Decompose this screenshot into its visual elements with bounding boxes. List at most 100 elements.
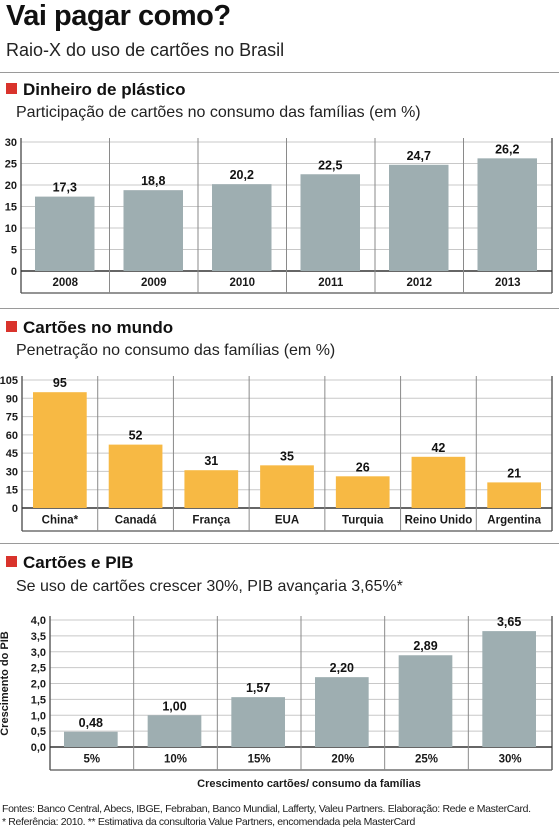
data-label: 95	[53, 376, 67, 390]
bar	[487, 482, 541, 508]
data-label: 22,5	[318, 158, 342, 172]
bar	[123, 190, 183, 271]
data-label: 26	[356, 460, 370, 474]
x-tick-label: 2013	[495, 277, 521, 289]
bar	[260, 465, 314, 508]
x-tick-label: China*	[42, 515, 79, 527]
y-axis-title: Crescimento do PIB	[0, 631, 11, 736]
x-tick-label: 2012	[406, 277, 432, 289]
page-title: Vai pagar como?	[6, 0, 231, 32]
data-label: 52	[129, 429, 143, 443]
chart-cartoes-pib: 0,0 0,5 1,0 1,5 2,0 2,5 3,0 3,5 4,0 0,48 5% 1,00 10%…	[0, 615, 553, 790]
chart-dinheiro-plastico: 0 5 10 15 20 25 30 17,3 2008 18,8 2009 20,2 2010 22,5…	[5, 137, 553, 294]
data-label: 21	[507, 466, 521, 480]
y-tick-label: 10	[5, 223, 17, 235]
y-tick-label: 60	[6, 430, 18, 442]
x-tick-label: 30%	[499, 754, 522, 766]
section-1-title: Dinheiro de plástico	[23, 80, 186, 99]
divider	[0, 72, 559, 73]
data-label: 18,8	[141, 174, 165, 188]
y-tick-label: 0,0	[31, 742, 46, 754]
bar	[398, 655, 453, 747]
y-tick-label: 3,5	[31, 631, 46, 643]
bar	[482, 631, 536, 747]
section-3-subtitle: Se uso de cartões crescer 30%, PIB avanç…	[16, 578, 403, 595]
bar	[300, 174, 360, 271]
x-tick-label: França	[192, 515, 230, 527]
x-tick-label: Turquia	[342, 515, 384, 527]
y-tick-label: 90	[6, 393, 18, 405]
footer-line-2: * Referência: 2010. ** Estimativa da con…	[2, 816, 415, 828]
bar	[184, 470, 239, 508]
bar	[335, 476, 390, 508]
section-marker	[6, 321, 17, 332]
x-tick-label: 2008	[52, 277, 78, 289]
y-tick-label: 45	[6, 448, 18, 460]
section-1-subtitle: Participação de cartões no consumo das f…	[16, 104, 421, 121]
bar	[389, 164, 449, 271]
section-3-title: Cartões e PIB	[23, 553, 134, 572]
bar	[231, 697, 285, 747]
chart-cartoes-mundo: 0 15 30 45 60 75 90 105 95 China* 52 Canadá 31 França…	[0, 375, 553, 532]
y-tick-label: 20	[5, 180, 17, 192]
y-tick-label: 2,0	[31, 679, 46, 691]
x-tick-label: 2010	[229, 277, 255, 289]
x-tick-label: 2009	[141, 277, 167, 289]
bar	[477, 158, 537, 271]
bar	[147, 715, 202, 747]
data-label: 26,2	[495, 142, 519, 156]
section-1-heading: Dinheiro de plástico	[6, 80, 185, 100]
bar	[64, 731, 118, 747]
y-tick-label: 15	[5, 202, 17, 214]
x-tick-label: 15%	[248, 754, 271, 766]
data-label: 17,3	[53, 181, 77, 195]
y-tick-label: 5	[11, 245, 17, 257]
bar	[33, 392, 87, 508]
y-tick-label: 3,0	[31, 647, 46, 659]
x-tick-label: Canadá	[115, 515, 157, 527]
y-tick-label: 75	[6, 412, 18, 424]
page-subtitle: Raio-X do uso de cartões no Brasil	[6, 40, 285, 60]
data-label: 35	[280, 449, 294, 463]
divider	[0, 543, 559, 544]
section-2-title: Cartões no mundo	[23, 318, 174, 337]
x-tick-label: 25%	[415, 754, 438, 766]
section-3-heading: Cartões e PIB	[6, 553, 134, 573]
bar	[411, 456, 466, 508]
footer-line-1: Fontes: Banco Central, Abecs, IBGE, Febr…	[2, 803, 531, 815]
data-label: 2,20	[330, 661, 354, 675]
x-tick-label: Argentina	[487, 515, 541, 527]
y-tick-label: 4,0	[31, 615, 46, 627]
y-tick-label: 105	[0, 375, 18, 387]
bar	[315, 677, 369, 747]
x-tick-label: 5%	[84, 754, 101, 766]
x-axis-title: Crescimento cartões/ consumo da famílias	[197, 778, 421, 790]
section-2-subtitle: Penetração no consumo das famílias (em %…	[16, 342, 336, 359]
data-label: 20,2	[230, 168, 254, 182]
y-tick-label: 0,5	[31, 726, 46, 738]
data-label: 1,00	[162, 699, 186, 713]
divider	[0, 308, 559, 309]
y-tick-label: 30	[5, 137, 17, 149]
y-tick-label: 30	[6, 466, 18, 478]
y-tick-label: 2,5	[31, 663, 46, 675]
data-label: 0,48	[79, 716, 103, 730]
bar	[108, 444, 163, 508]
data-label: 1,57	[246, 681, 270, 695]
x-tick-label: Reino Unido	[405, 515, 473, 527]
x-tick-label: 10%	[164, 754, 187, 766]
bar	[35, 196, 95, 271]
y-tick-label: 0	[11, 266, 17, 278]
section-2-heading: Cartões no mundo	[6, 318, 173, 338]
x-tick-label: 20%	[331, 754, 354, 766]
data-label: 2,89	[413, 639, 437, 653]
section-marker	[6, 556, 17, 567]
data-label: 31	[204, 454, 218, 468]
y-tick-label: 0	[12, 503, 18, 515]
footer-sources: Fontes: Banco Central, Abecs, IBGE, Febr…	[2, 803, 531, 829]
data-label: 42	[431, 441, 445, 455]
y-tick-label: 1,0	[31, 710, 46, 722]
x-tick-label: 2011	[318, 277, 344, 289]
y-tick-label: 15	[6, 485, 18, 497]
bar	[212, 184, 272, 271]
